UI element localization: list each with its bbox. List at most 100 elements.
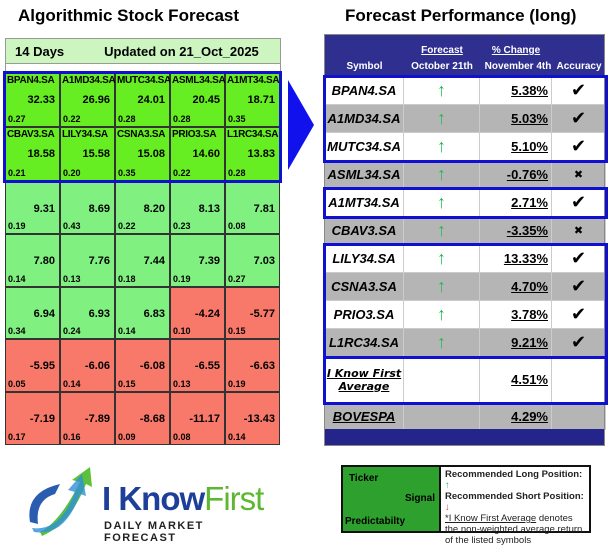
right-title: Forecast Performance (long) [345, 6, 577, 25]
cell-signal: -5.77 [249, 308, 275, 320]
up-arrow-icon: ↑ [404, 161, 480, 188]
forecast-cell: -4.24 0.10 [170, 287, 225, 339]
table-row: LILY34.SA ↑ 13.33% ✔ [325, 245, 606, 273]
forecast-cell: -5.95 0.05 [5, 339, 60, 392]
legend-text: Recommended Long Position: ↑ Recommended… [441, 467, 589, 546]
forecast-cell: -6.08 0.15 [115, 339, 170, 392]
legend-long: Recommended Long Position: [445, 469, 583, 480]
table-row: CBAV3.SA ↑ -3.35% ✖ [325, 217, 606, 245]
cell-predictability: 0.43 [63, 221, 81, 231]
cell-predictability: 0.08 [173, 432, 191, 442]
up-arrow-icon: ↑ [404, 105, 480, 132]
benchmark-label: BOVESPA [325, 403, 404, 430]
row-change: 2.71% [480, 189, 552, 216]
cell-predictability: 0.19 [8, 221, 26, 231]
cell-predictability: 0.22 [118, 221, 136, 231]
benchmark-forecast [404, 403, 480, 430]
cell-predictability: 0.14 [118, 326, 136, 336]
forecast-cell: PRIO3.SA 14.60 0.22 [170, 127, 225, 181]
table-row: A1MT34.SA ↑ 2.71% ✔ [325, 189, 606, 217]
row-symbol: CBAV3.SA [325, 217, 404, 244]
average-row: I Know First Average 4.51% [325, 357, 606, 403]
cell-signal: -6.55 [194, 360, 220, 372]
table-row: BPAN4.SA ↑ 5.38% ✔ [325, 77, 606, 105]
row-change: 4.70% [480, 273, 552, 300]
cell-predictability: 0.28 [118, 114, 136, 124]
cell-predictability: 0.14 [228, 432, 246, 442]
cell-predictability: 0.21 [8, 168, 26, 178]
forecast-cell: 7.03 0.27 [225, 234, 280, 287]
cell-signal: 14.60 [192, 148, 220, 160]
cell-signal: 6.83 [143, 308, 165, 320]
legend: Ticker Signal Predictabilty Recommended … [341, 465, 591, 546]
up-arrow-icon: ↑ [404, 329, 480, 356]
cell-predictability: 0.10 [173, 326, 191, 336]
cell-signal: 24.01 [137, 94, 165, 106]
check-icon: ✔ [552, 329, 606, 356]
legend-short: Recommended Short Position: [445, 491, 584, 502]
forecast-cell: L1RC34.SA 13.83 0.28 [225, 127, 280, 181]
up-arrow-icon: ↑ [404, 245, 480, 272]
legend-note-link[interactable]: *I Know First Average [445, 513, 537, 524]
row-symbol: A1MD34.SA [325, 105, 404, 132]
row-change: 13.33% [480, 245, 552, 272]
cell-predictability: 0.20 [63, 168, 81, 178]
down-arrow-icon: ↓ [445, 502, 450, 513]
check-icon: ✔ [552, 77, 606, 104]
cell-signal: 13.83 [247, 148, 275, 160]
cell-signal: 26.96 [82, 94, 110, 106]
forecast-cell: 9.31 0.19 [5, 182, 60, 234]
cell-signal: -7.19 [29, 413, 55, 425]
average-forecast [404, 357, 480, 402]
cell-predictability: 0.18 [118, 274, 136, 284]
cell-predictability: 0.28 [173, 114, 191, 124]
row-change: -0.76% [480, 161, 552, 188]
forecast-cell: 8.20 0.22 [115, 182, 170, 234]
cell-signal: -8.68 [139, 413, 165, 425]
forecast-cell: -7.19 0.17 [5, 392, 60, 445]
cell-predictability: 0.22 [63, 114, 81, 124]
cell-predictability: 0.27 [228, 274, 246, 284]
cell-ticker: ASML34.SA [172, 75, 226, 86]
header-forecast-date: October 21th [411, 61, 473, 72]
up-arrow-icon: ↑ [445, 480, 450, 491]
cell-signal: 7.39 [198, 255, 220, 267]
logo-text: I KnowFirst [102, 480, 264, 517]
forecast-cell: A1MD34.SA 26.96 0.22 [60, 73, 116, 127]
forecast-cell: -5.77 0.15 [225, 287, 280, 339]
cell-predictability: 0.15 [118, 379, 136, 389]
average-accuracy [552, 357, 606, 402]
cell-ticker: A1MT34.SA [227, 75, 280, 86]
up-arrow-icon: ↑ [404, 217, 480, 244]
cell-predictability: 0.14 [8, 274, 26, 284]
cell-signal: -5.95 [29, 360, 55, 372]
average-change: 4.51% [480, 357, 552, 402]
cell-predictability: 0.15 [228, 326, 246, 336]
cell-ticker: CBAV3.SA [7, 129, 55, 140]
row-symbol: MUTC34.SA [325, 133, 404, 160]
check-icon: ✔ [552, 273, 606, 300]
cell-predictability: 0.13 [173, 379, 191, 389]
table-footer [325, 429, 604, 445]
i-know-first-logo: I KnowFirst Daily Market Forecast [20, 462, 280, 544]
row-change: -3.35% [480, 217, 552, 244]
updated-label: Updated on 21_Oct_2025 [104, 43, 259, 59]
cell-ticker: L1RC34.SA [227, 129, 279, 140]
left-title: Algorithmic Stock Forecast [18, 6, 240, 25]
benchmark-row: BOVESPA 4.29% [325, 403, 606, 431]
cell-signal: -6.06 [84, 360, 110, 372]
forecast-cell: CBAV3.SA 18.58 0.21 [5, 127, 60, 181]
check-icon: ✔ [552, 245, 606, 272]
row-change: 5.10% [480, 133, 552, 160]
cell-signal: -7.89 [84, 413, 110, 425]
header-symbol: Symbol [346, 61, 383, 72]
cell-ticker: LILY34.SA [62, 129, 108, 140]
forecast-cell: -13.43 0.14 [225, 392, 280, 445]
row-change: 3.78% [480, 301, 552, 328]
row-symbol: BPAN4.SA [325, 77, 404, 104]
cell-predictability: 0.28 [228, 168, 246, 178]
table-header: Symbol Forecast October 21th % Change No… [325, 35, 604, 75]
cell-signal: 32.33 [27, 94, 55, 106]
cell-predictability: 0.27 [8, 114, 26, 124]
row-symbol: PRIO3.SA [325, 301, 404, 328]
